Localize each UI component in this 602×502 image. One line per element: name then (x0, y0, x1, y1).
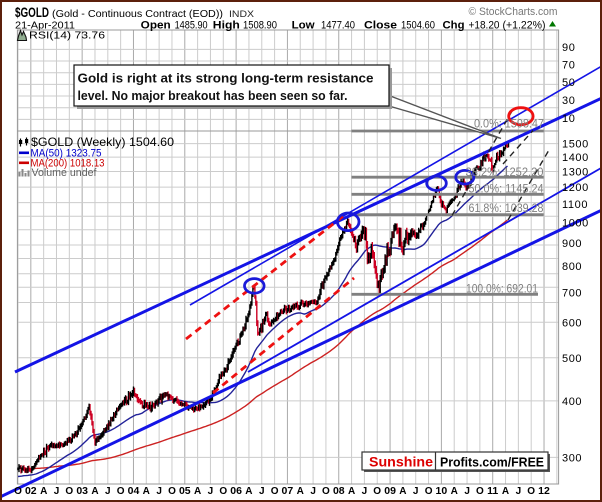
svg-text:61.8%: 1039.28: 61.8%: 1039.28 (469, 203, 544, 215)
svg-text:(Gold - Continuous Contract (E: (Gold - Continuous Contract (EOD)) (52, 8, 223, 20)
svg-text:© StockCharts.com: © StockCharts.com (469, 6, 558, 18)
svg-text:600: 600 (562, 317, 582, 329)
svg-text:RSI(14) 73.76: RSI(14) 73.76 (29, 30, 105, 42)
svg-text:30: 30 (562, 95, 575, 107)
svg-text:Sunshine: Sunshine (369, 455, 434, 470)
svg-text:Volume undef: Volume undef (32, 167, 98, 179)
svg-text:50.0%: 1145.24: 50.0%: 1145.24 (469, 184, 545, 196)
svg-text:90: 90 (562, 42, 575, 54)
svg-text:1500: 1500 (562, 139, 589, 151)
svg-text:MA(50) 1323.75: MA(50) 1323.75 (31, 148, 102, 160)
svg-text:1200: 1200 (562, 182, 589, 194)
svg-text:38.2%: 1252.20: 38.2%: 1252.20 (466, 167, 544, 179)
svg-text:70: 70 (562, 59, 575, 71)
svg-text:500: 500 (562, 353, 582, 365)
svg-text:$GOLD: $GOLD (15, 5, 49, 20)
svg-text:Profits.com/FREE: Profits.com/FREE (440, 456, 544, 470)
svg-text:$GOLD (Weekly) 1504.60: $GOLD (Weekly) 1504.60 (31, 135, 174, 149)
svg-text:900: 900 (562, 238, 582, 250)
svg-text:800: 800 (562, 261, 582, 273)
svg-text:1400: 1400 (562, 152, 589, 164)
svg-text:10: 10 (562, 113, 575, 125)
svg-text:50: 50 (562, 77, 575, 89)
svg-text:1300: 1300 (562, 167, 589, 179)
svg-text:300: 300 (562, 452, 582, 464)
svg-text:Gold is right at its strong lo: Gold is right at its strong long-term re… (78, 71, 374, 85)
svg-text:1000: 1000 (562, 218, 589, 230)
svg-text:400: 400 (562, 396, 582, 408)
svg-text:700: 700 (562, 287, 582, 299)
svg-text:level. No major breakout has b: level. No major breakout has been seen s… (78, 89, 348, 103)
svg-text:21-Apr-2011: 21-Apr-2011 (15, 20, 75, 32)
svg-text:0.0%: 1598.47: 0.0%: 1598.47 (474, 119, 544, 131)
svg-text:MA(200) 1018.13: MA(200) 1018.13 (31, 157, 105, 169)
svg-text:1100: 1100 (562, 199, 588, 211)
svg-text:100.0%: 692.01: 100.0%: 692.01 (466, 283, 538, 295)
svg-text:INDX: INDX (229, 9, 255, 20)
